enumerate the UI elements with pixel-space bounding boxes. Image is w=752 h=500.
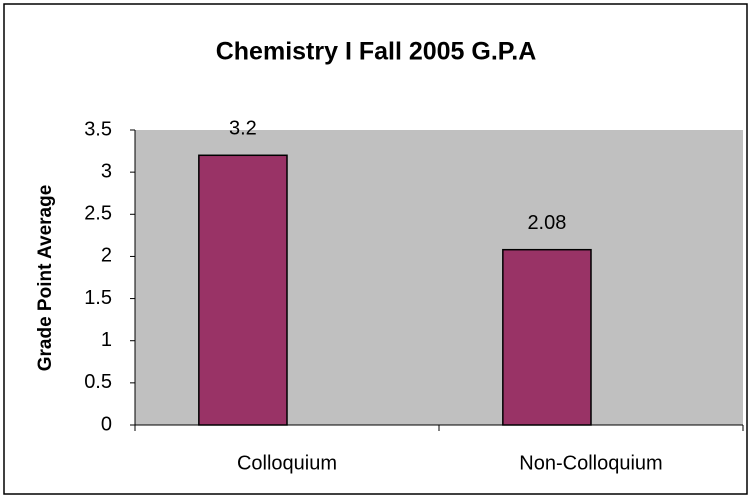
y-tick-label: 2.5	[84, 203, 112, 225]
y-tick-label: 0.5	[84, 371, 112, 393]
y-axis-label: Grade Point Average	[35, 185, 56, 372]
x-tick-label: Colloquium	[237, 452, 337, 474]
value-label: 2.08	[527, 212, 566, 234]
bar	[198, 154, 288, 426]
y-tick-label: 2	[101, 245, 112, 267]
value-label: 3.2	[229, 118, 257, 140]
y-tick-label: 3	[101, 160, 112, 182]
bar	[502, 248, 592, 426]
chart-title: Chemistry I Fall 2005 G.P.A	[216, 38, 537, 66]
x-tick-label: Non-Colloquium	[519, 452, 662, 474]
y-tick-label: 1	[101, 329, 112, 351]
y-tick-label: 3.5	[84, 118, 112, 140]
y-tick-label: 1.5	[84, 287, 112, 309]
y-tick-label: 0	[101, 413, 112, 435]
